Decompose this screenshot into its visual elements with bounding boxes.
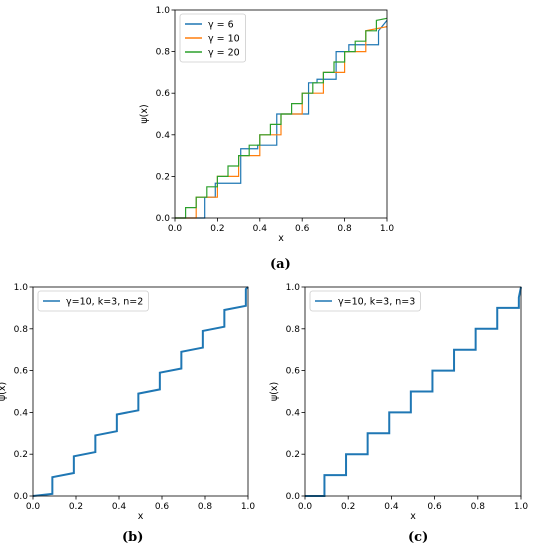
axes-frame	[32, 286, 249, 497]
y-tick-label: 0.0	[14, 492, 29, 502]
y-tick-label: 0.6	[14, 367, 29, 377]
x-tick-label: 0.2	[341, 502, 355, 512]
y-axis-label: ψ(x)	[0, 382, 8, 401]
y-tick-label: 1.0	[156, 6, 171, 16]
legend-label-2: γ = 10	[208, 33, 240, 44]
y-tick-label: 1.0	[14, 283, 29, 293]
x-tick-label: 1.0	[514, 502, 529, 512]
legend-label-1: γ = 6	[208, 19, 234, 30]
y-tick-label: 0.2	[14, 450, 28, 460]
legend-label-1: γ=10, k=3, n=3	[338, 296, 415, 307]
x-axis-label: x	[278, 233, 284, 244]
x-tick-label: 0.6	[427, 502, 442, 512]
legend-label-1: γ=10, k=3, n=2	[66, 296, 143, 307]
x-tick-label: 0.8	[198, 502, 213, 512]
legend-box	[37, 290, 149, 312]
x-tick-label: 0.4	[253, 224, 268, 234]
x-tick-label: 0.8	[337, 224, 352, 234]
y-tick-label: 0.4	[286, 408, 301, 418]
caption-a: (a)	[270, 257, 291, 272]
x-tick-label: 0.8	[471, 502, 486, 512]
legend-box	[309, 290, 421, 312]
series-line-3	[175, 17, 388, 219]
y-tick-label: 0.4	[156, 131, 171, 141]
y-tick-label: 0.8	[156, 48, 171, 58]
y-tick-label: 0.6	[286, 367, 301, 377]
x-tick-label: 0.0	[298, 502, 313, 512]
y-axis-label: ψ(x)	[139, 104, 150, 123]
x-tick-label: 1.0	[241, 502, 256, 512]
series-line-1	[305, 286, 522, 497]
y-tick-label: 0.6	[156, 89, 171, 99]
x-tick-label: 0.6	[295, 224, 310, 234]
y-tick-label: 0.2	[156, 172, 170, 182]
y-axis-label: ψ(x)	[269, 382, 280, 401]
x-tick-label: 0.2	[210, 224, 224, 234]
x-axis-label: x	[410, 511, 416, 522]
x-tick-label: 0.6	[155, 502, 170, 512]
caption-b: (b)	[122, 530, 144, 545]
x-tick-label: 0.0	[168, 224, 183, 234]
axes-frame	[174, 9, 388, 219]
series-line-1	[32, 286, 249, 497]
caption-c: (c)	[408, 530, 429, 545]
y-tick-label: 0.4	[14, 408, 29, 418]
y-tick-label: 0.0	[156, 214, 171, 224]
legend-box	[179, 13, 246, 63]
x-tick-label: 0.4	[112, 502, 127, 512]
x-tick-label: 0.2	[69, 502, 83, 512]
y-tick-label: 1.0	[286, 283, 301, 293]
legend-label-3: γ = 20	[208, 47, 240, 58]
y-tick-label: 0.8	[14, 325, 29, 335]
y-tick-label: 0.8	[286, 325, 301, 335]
x-tick-label: 1.0	[380, 224, 395, 234]
x-tick-label: 0.4	[384, 502, 399, 512]
chart-panel-a: 0.0 0.2 0.4 0.6 0.8 1.0 0.0 0.2 0.4 0.6 0.8 1.0 x ψ(x…	[139, 6, 395, 244]
x-axis-label: x	[138, 511, 144, 522]
y-tick-label: 0.2	[286, 450, 300, 460]
axes-frame	[304, 286, 522, 497]
x-tick-label: 0.0	[26, 502, 41, 512]
y-tick-label: 0.0	[286, 492, 301, 502]
